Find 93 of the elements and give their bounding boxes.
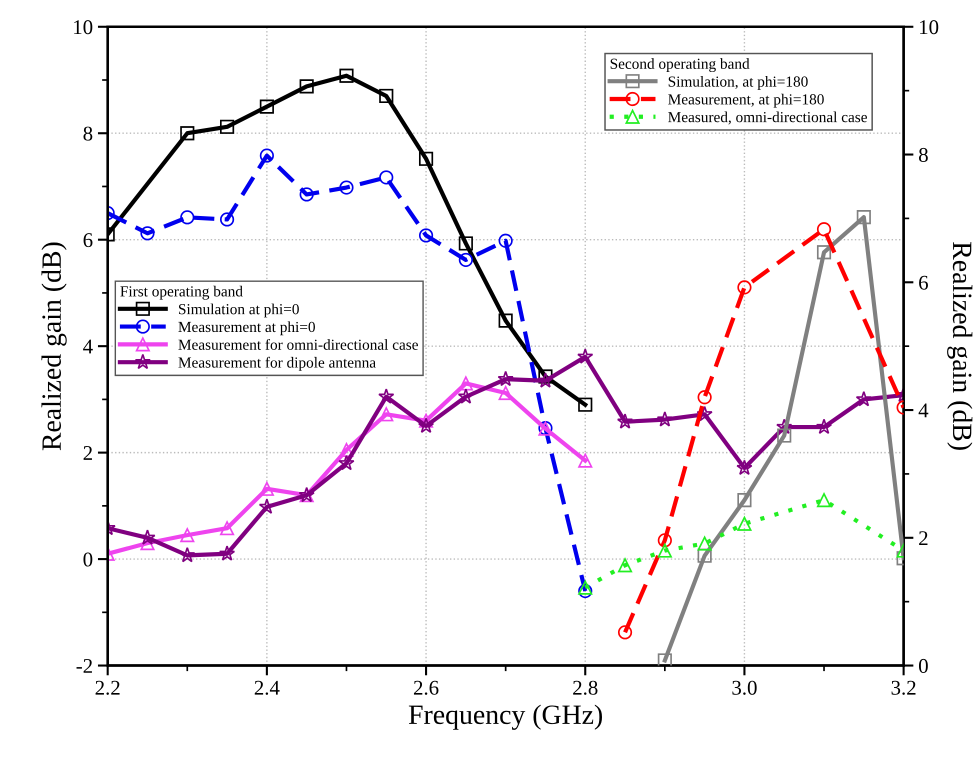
legend-label: Measured, omni-directional case: [668, 112, 867, 124]
y2-axis-title: Realized gain (dB): [947, 242, 972, 450]
y-tick-label: 6: [84, 233, 92, 248]
point: [578, 454, 592, 468]
point: [179, 546, 196, 562]
point: [458, 388, 474, 404]
point: [737, 280, 752, 294]
point: [577, 348, 594, 364]
point: [300, 187, 314, 202]
point: [458, 376, 473, 391]
point: [180, 210, 194, 224]
point: [338, 454, 355, 470]
y2-tick-label: 2: [919, 531, 928, 546]
y2-tick-label: 8: [918, 148, 928, 162]
point: [180, 126, 194, 140]
y2-tick-label: 6: [919, 276, 928, 290]
point: [618, 558, 632, 572]
legend-label: Measurement, at phi=180: [668, 94, 824, 108]
y-tick-label: -2: [76, 658, 92, 673]
legend-label: Measurement for dipole antenna: [178, 356, 376, 371]
text: Second operating band: [610, 58, 750, 72]
point: [498, 314, 513, 328]
point: [776, 418, 792, 434]
point: [816, 245, 832, 260]
point: [698, 390, 712, 404]
point: [180, 528, 194, 542]
point: [260, 100, 274, 114]
point: [260, 482, 274, 496]
x-tick-label: 3.0: [732, 680, 757, 695]
x-axis-title: Frequency (GHz): [408, 704, 602, 730]
point: [220, 521, 234, 536]
legend-label: Simulation, at phi=180: [668, 76, 808, 90]
point: [737, 516, 752, 531]
point: [736, 460, 753, 476]
x-tick-label: 3.2: [892, 680, 916, 695]
y-tick-label: 2: [84, 446, 92, 460]
point: [737, 493, 752, 508]
point: [658, 533, 672, 548]
y-tick-label: 8: [83, 126, 92, 141]
point: [658, 543, 672, 558]
point: [616, 413, 634, 429]
point: [418, 228, 434, 243]
point: [578, 398, 592, 412]
point: [856, 390, 872, 406]
legend-label: Measurement at phi=0: [178, 321, 315, 336]
y-tick-label: 4: [83, 340, 93, 354]
point: [260, 148, 274, 163]
point: [218, 545, 236, 561]
point: [656, 411, 673, 427]
x-tick-label: 2.2: [96, 680, 120, 695]
point: [696, 406, 713, 422]
point: [856, 210, 871, 224]
point: [538, 369, 553, 384]
point: [578, 580, 592, 595]
point: [537, 372, 554, 388]
point: [300, 79, 314, 94]
point: [816, 418, 832, 434]
text: First operating band: [120, 286, 243, 300]
point: [698, 548, 712, 563]
point: [816, 222, 832, 236]
y2-tick-label: 0: [918, 658, 928, 673]
y2-tick-label: 10: [920, 20, 938, 34]
point: [658, 653, 672, 666]
y-tick-label: 0: [83, 552, 92, 567]
point: [418, 152, 434, 166]
legend-label: Simulation at phi=0: [178, 304, 299, 318]
point: [618, 625, 632, 640]
point: [140, 226, 155, 240]
x-tick-label: 2.6: [414, 680, 438, 695]
point: [777, 428, 792, 443]
point: [339, 68, 354, 83]
point: [379, 407, 394, 422]
y-axis-title: Realized gain (dB): [41, 242, 67, 450]
point: [378, 388, 394, 404]
point: [498, 234, 513, 248]
point: [379, 88, 394, 104]
point: [458, 252, 473, 268]
point: [578, 584, 592, 598]
point: [418, 418, 434, 434]
point: [816, 493, 832, 508]
point: [220, 212, 234, 227]
point: [498, 386, 513, 400]
y-tick-label: 10: [74, 20, 92, 34]
y2-tick-label: 4: [918, 404, 928, 418]
x-tick-label: 2.8: [573, 680, 598, 695]
point: [220, 120, 234, 134]
point: [698, 536, 712, 551]
point: [458, 236, 473, 251]
legend-label: Measurement for omni-directional case: [178, 338, 418, 350]
point: [498, 370, 514, 386]
point: [339, 180, 354, 195]
point: [379, 170, 394, 185]
x-tick-label: 2.4: [254, 680, 280, 695]
